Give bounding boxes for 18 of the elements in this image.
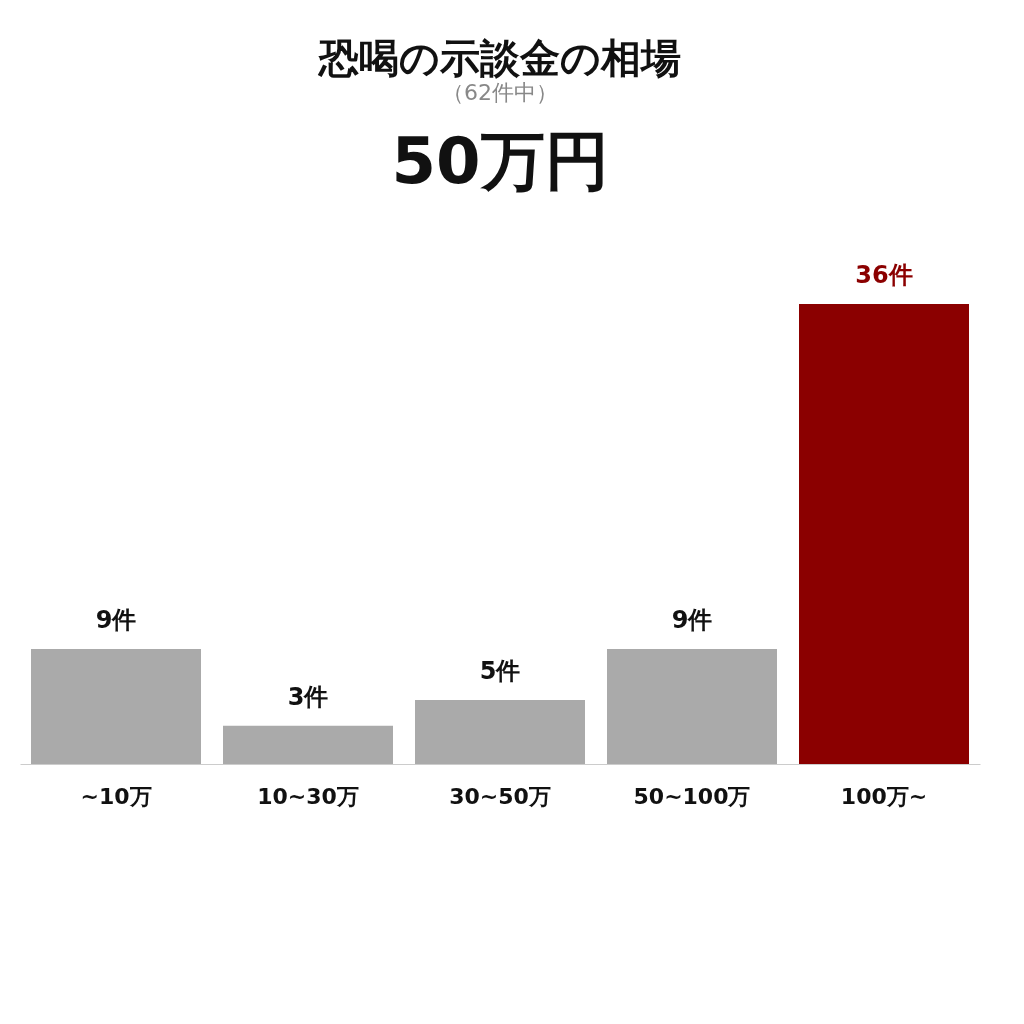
x-tick-label: 30~50万 (449, 783, 551, 809)
data-label: 9件 (95, 606, 137, 634)
x-tick-label: 50~100万 (633, 783, 751, 809)
bar (607, 649, 777, 764)
chart-title: 恐喝の示談金の相場 (317, 35, 681, 81)
x-tick-label: 100万~ (840, 783, 928, 809)
x-tick-label: ~10万 (80, 783, 152, 809)
data-label: 9件 (671, 606, 713, 634)
bar (415, 700, 585, 764)
bar (223, 725, 393, 764)
data-label: 36件 (855, 261, 913, 289)
text: 50万円 (391, 124, 609, 198)
bar (799, 304, 969, 764)
x-tick-label: 10~30万 (257, 783, 359, 809)
data-label: 5件 (479, 657, 521, 686)
chart-subtitle: （62件中） (442, 80, 558, 105)
bar (31, 649, 201, 764)
data-label: 3件 (287, 682, 329, 711)
